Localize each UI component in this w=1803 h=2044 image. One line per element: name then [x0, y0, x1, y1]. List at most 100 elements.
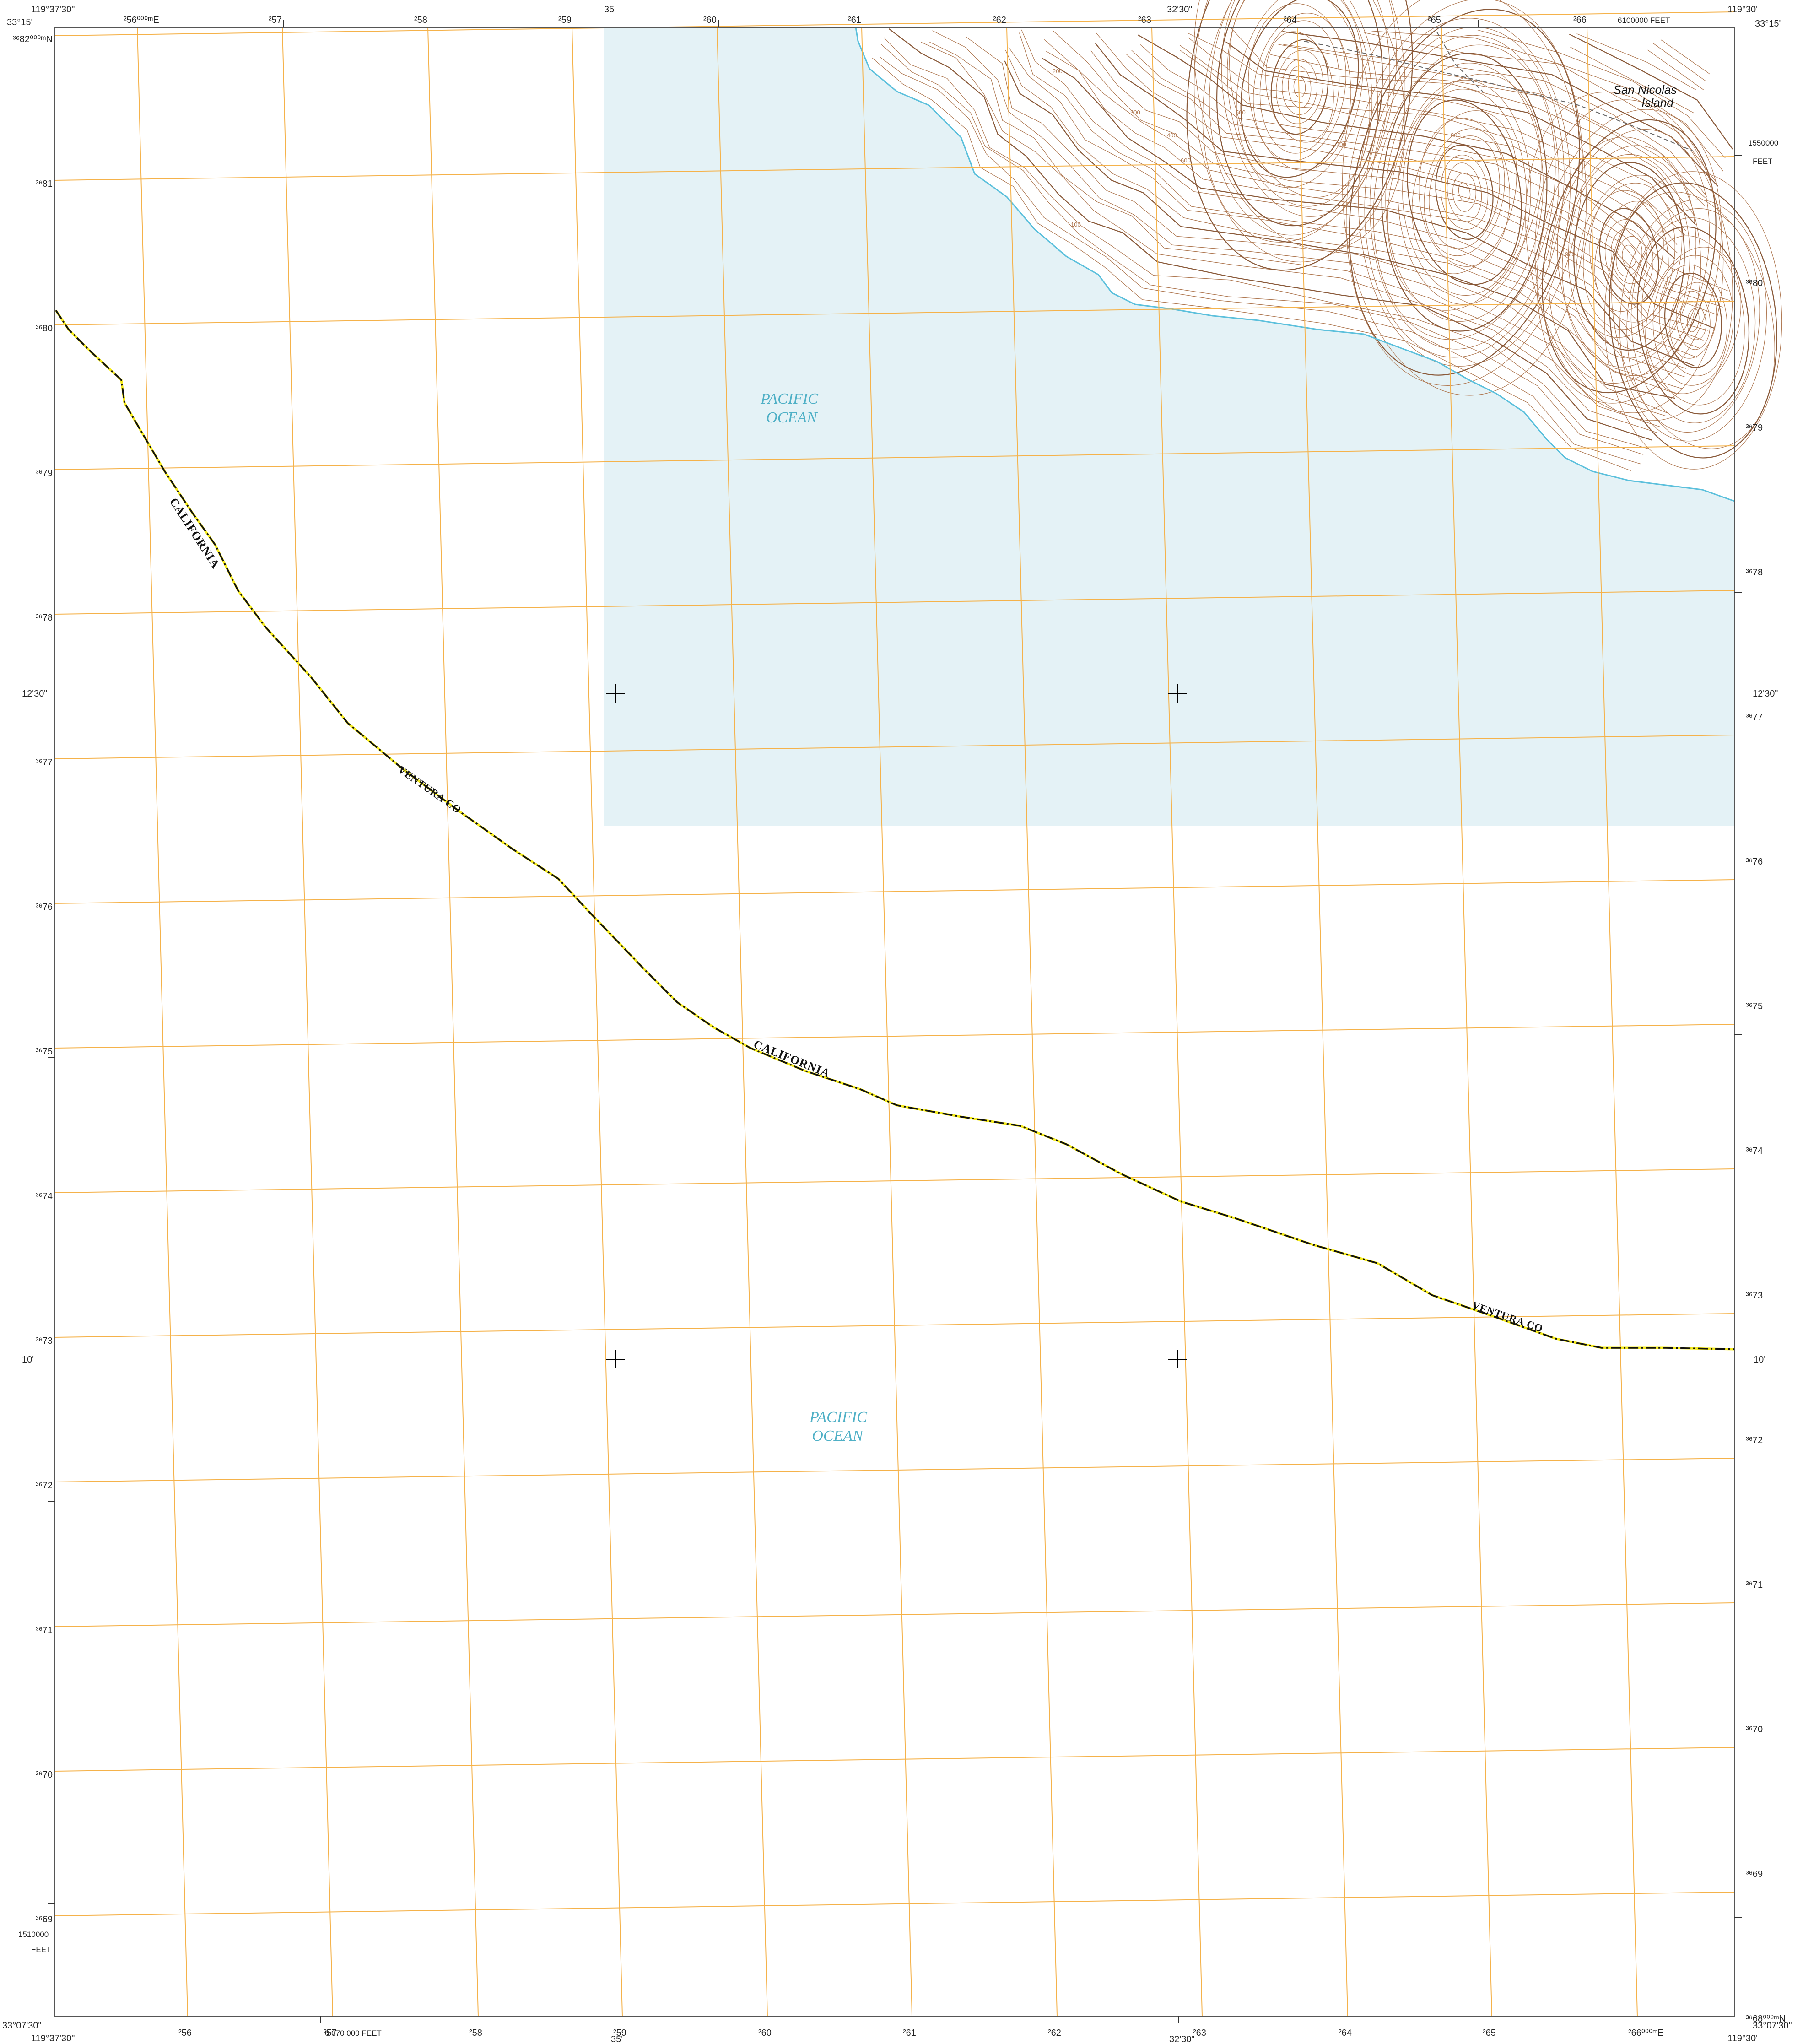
peak-contour	[1452, 173, 1476, 212]
corner-lat-bottom-right: 33°07'30"	[1753, 2021, 1792, 2031]
right-northing-label: ³⁶77	[1746, 712, 1763, 722]
peak-contour	[1259, 20, 1340, 154]
utm-easting-line	[1587, 27, 1638, 2017]
water-label-pacific: PACIFIC	[809, 1409, 867, 1426]
state-plane-right-unit: FEET	[1753, 157, 1772, 166]
corner-lon-bottom-left: 119°37'30"	[31, 2033, 75, 2044]
utm-northing-line	[54, 590, 1735, 615]
corner-lon-top-right: 119°30'	[1727, 5, 1758, 15]
contour-label: 300	[1130, 109, 1140, 116]
top-easting-label: ²64	[1284, 15, 1297, 25]
peak-contour	[1346, 0, 1583, 386]
right-northing-label: ³⁶73	[1746, 1291, 1763, 1301]
peak-contour	[1387, 74, 1542, 311]
water-label-ocean: OCEAN	[766, 409, 818, 426]
utm-grid	[54, 11, 1735, 2017]
peak-contour	[1659, 265, 1727, 376]
right-northing-label: ³⁶70	[1746, 1725, 1763, 1735]
contour	[1005, 49, 1677, 395]
peak-contour	[1381, 53, 1548, 332]
right-northing-label: ³⁶79	[1746, 423, 1763, 433]
peak-contour	[1248, 3, 1351, 171]
peak-contour	[1573, 162, 1685, 351]
peak-contour	[1193, 0, 1406, 263]
contour	[1179, 44, 1678, 245]
bottom-easting-label: ²62	[1048, 2028, 1061, 2038]
contour	[872, 58, 1631, 471]
minute-label-bottom-35: 35'	[611, 2034, 623, 2044]
county-boundary	[54, 309, 1735, 1351]
contour	[1283, 44, 1707, 197]
peak-contour	[1447, 162, 1482, 222]
peak-contour	[1221, 0, 1378, 217]
peak-contour	[1440, 154, 1489, 230]
utm-easting-line	[282, 27, 333, 2017]
contour	[1044, 39, 1700, 349]
peak-contour	[1293, 76, 1306, 98]
left-northing-label: ³⁶75	[36, 1047, 53, 1057]
peak-contour	[1626, 208, 1760, 433]
contour-label: 100	[1071, 221, 1081, 228]
utm-easting-line	[1006, 27, 1058, 2017]
contour	[1647, 49, 1704, 90]
right-northing-label: ³⁶80	[1746, 278, 1763, 288]
utm-northing-line	[54, 879, 1735, 904]
index-contour	[888, 28, 1653, 441]
contour	[880, 56, 1641, 465]
index-contour	[1225, 41, 1696, 225]
corner-lat-bottom-left: 33°07'30"	[2, 2021, 42, 2031]
utm-easting-line	[1297, 27, 1348, 2017]
left-northing-label: ³⁶72	[36, 1481, 53, 1491]
state-plane-top-feet: 6100000 FEET	[1618, 16, 1670, 25]
peak-contour	[1270, 39, 1329, 135]
peak-contour	[1429, 135, 1500, 249]
corner-lon-bottom-right: 119°30'	[1727, 2033, 1758, 2044]
left-northing-label: ³⁶78	[36, 613, 53, 623]
contour-label: 500	[1236, 109, 1246, 116]
contour	[1021, 29, 1687, 369]
left-northing-label: ³⁶82⁰⁰⁰ᵐN	[13, 34, 53, 44]
minute-label-left-10: 10'	[22, 1355, 34, 1365]
utm-northing-line	[54, 1024, 1735, 1049]
peak-contour	[1568, 154, 1690, 359]
state-plane-left-unit: FEET	[31, 1945, 51, 1954]
peak-contour	[1562, 145, 1696, 368]
index-contour	[1569, 33, 1733, 150]
top-easting-label: ²62	[993, 15, 1006, 25]
peak-contour	[1645, 247, 1741, 394]
contour-lines	[872, 0, 1782, 471]
map-neatline	[54, 27, 1735, 2017]
corner-lat-top-left: 33°15'	[7, 17, 32, 27]
peak-contour	[1611, 192, 1775, 449]
utm-easting-line	[137, 27, 188, 2017]
contour	[1653, 43, 1706, 81]
peak-contour	[1236, 0, 1363, 188]
graticule-crosses	[606, 684, 1187, 1368]
peak-contour	[1687, 308, 1700, 332]
minute-label-top-3230: 32'30"	[1167, 5, 1192, 15]
peak-contour	[1458, 182, 1471, 202]
contour	[1660, 39, 1711, 75]
peak-contour	[1435, 145, 1494, 240]
top-easting-label: ²59	[558, 15, 572, 25]
right-northing-label: ³⁶71	[1746, 1580, 1763, 1590]
peak-contour	[1619, 199, 1767, 442]
utm-northing-line	[54, 1313, 1735, 1338]
peak-contour	[1669, 282, 1717, 359]
place-label-san-nicolas: San Nicolas	[1614, 83, 1677, 97]
bottom-easting-label: ²66⁰⁰⁰ᵐE	[1628, 2028, 1664, 2038]
contour	[1090, 50, 1708, 331]
peak-contour	[1369, 35, 1560, 350]
top-easting-label: ²63	[1138, 15, 1151, 25]
left-northing-label: ³⁶69	[36, 1914, 53, 1925]
bottom-easting-label: ²57	[324, 2028, 337, 2038]
right-northing-label: ³⁶75	[1746, 1001, 1763, 1011]
bottom-easting-label: ²63	[1193, 2028, 1206, 2038]
top-easting-label: ²65	[1428, 15, 1441, 25]
state-plane-right-value: 1550000	[1748, 139, 1778, 147]
peak-contour	[1589, 190, 1669, 323]
contour	[1019, 32, 1685, 378]
utm-northing-line	[54, 735, 1735, 759]
utm-easting-line	[427, 27, 479, 2017]
